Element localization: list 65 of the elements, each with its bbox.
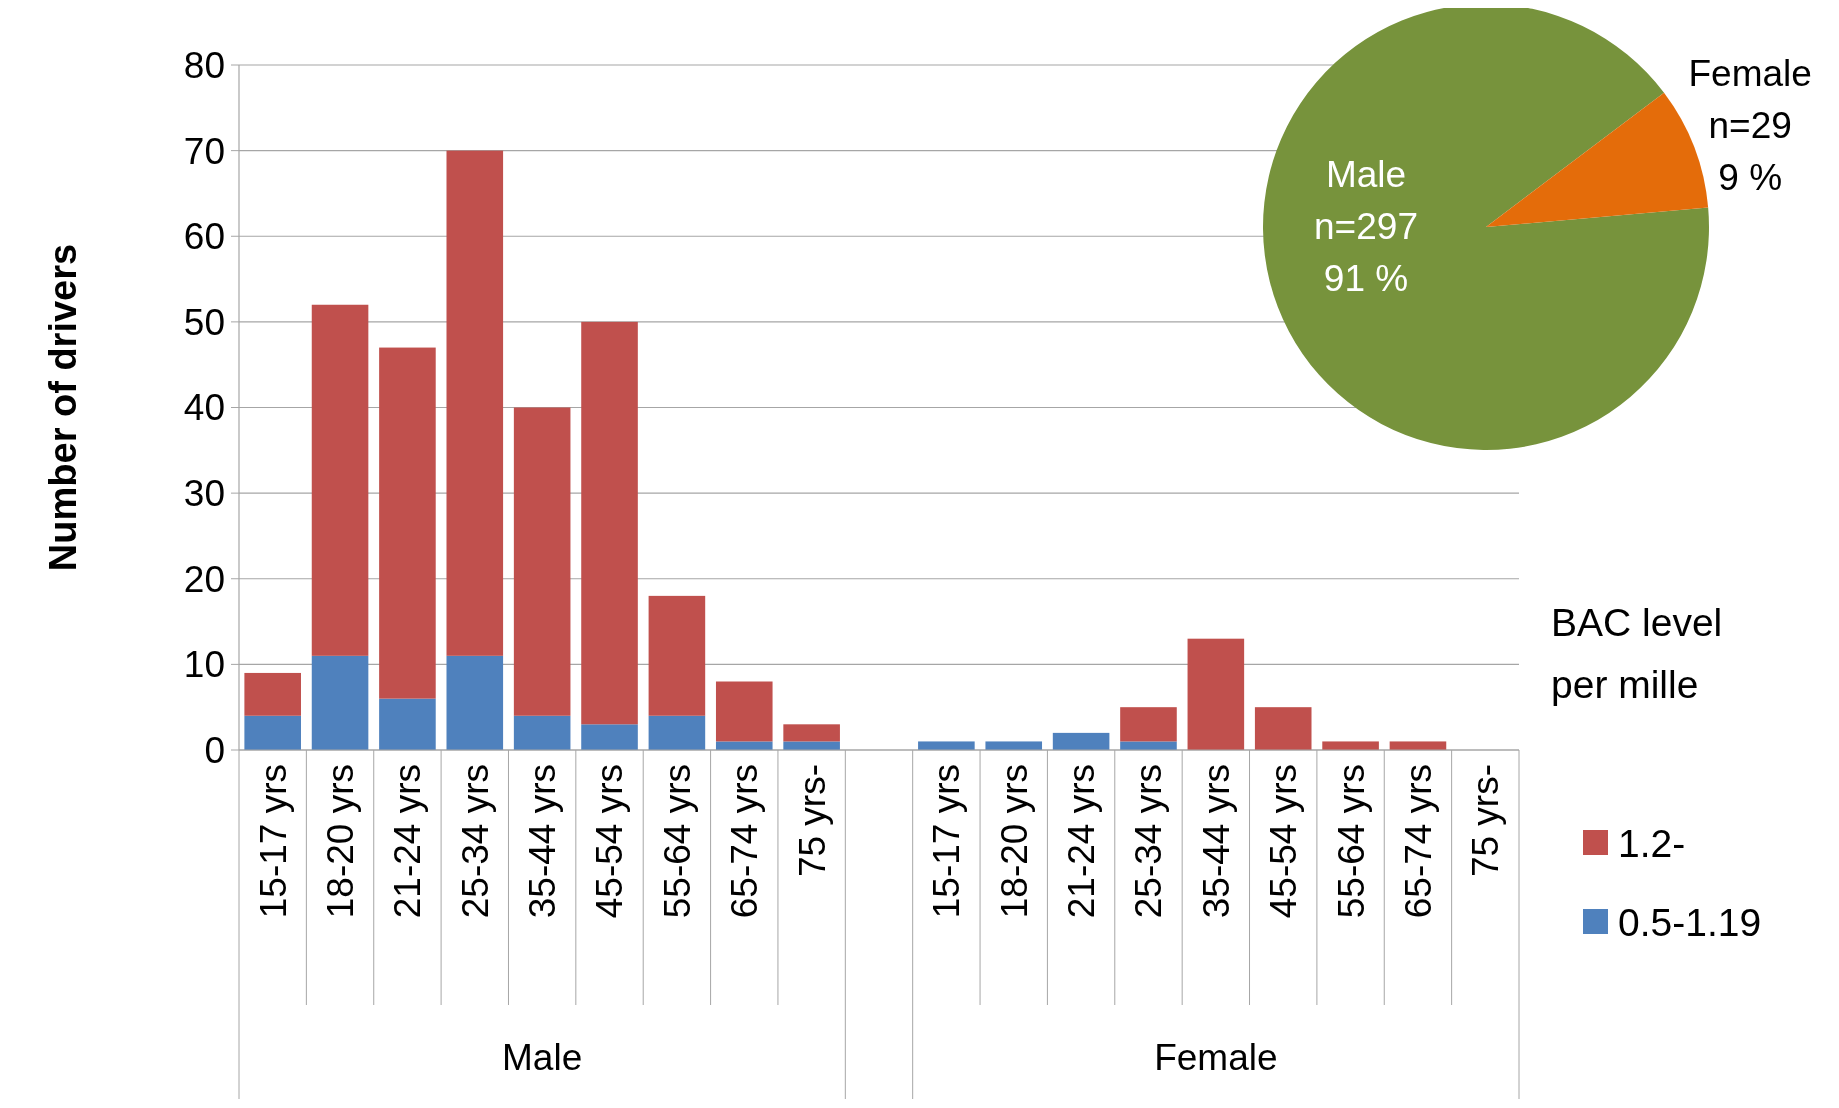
bar: [581, 321, 638, 725]
bar: [244, 715, 301, 750]
bar: [1120, 741, 1177, 750]
bar: [311, 655, 369, 750]
y-tick-label: 80: [183, 44, 225, 86]
bar: [513, 715, 571, 750]
x-tick-label: 55-64 yrs: [656, 764, 698, 919]
x-tick-label: 65-74 yrs: [724, 764, 766, 919]
y-tick-label: 10: [183, 644, 225, 686]
bar: [783, 724, 840, 742]
x-tick-label: 15-17 yrs: [252, 764, 294, 919]
bar: [581, 724, 638, 750]
y-tick-label: 20: [183, 558, 225, 600]
x-tick-label: 65-74 yrs: [1397, 764, 1439, 919]
x-tick-label: 15-17 yrs: [926, 764, 968, 919]
x-tick-label: 75 yrs-: [1465, 764, 1507, 878]
y-tick-label: 70: [183, 130, 225, 172]
x-tick-label: 75 yrs-: [791, 764, 833, 878]
bar: [513, 407, 571, 716]
bar: [918, 741, 975, 750]
y-tick-label: 60: [183, 216, 225, 258]
data-label: n=29 9 %: [1708, 104, 1792, 198]
x-tick-label: 55-64 yrs: [1330, 764, 1372, 919]
bar: [648, 595, 706, 716]
text: Male: [502, 1037, 583, 1078]
y-tick-label: 0: [204, 729, 225, 771]
bar: [1120, 707, 1177, 742]
bar: [715, 741, 773, 750]
bar: [311, 304, 369, 656]
data-label: n=297 91 %: [1314, 206, 1418, 299]
legend-label: 0.5-1.19: [1618, 900, 1762, 944]
x-tick-label: 18-20 yrs: [320, 764, 361, 919]
bar: [1052, 732, 1110, 750]
x-tick-label: 18-20 yrs: [993, 764, 1035, 919]
x-tick-label: 45-54 yrs: [1263, 764, 1305, 919]
bar: [379, 347, 436, 699]
y-tick-label: 50: [183, 301, 225, 343]
x-tick-label: 21-24 yrs: [387, 764, 429, 919]
bar: [715, 681, 773, 742]
y-axis-title: Number of drivers: [42, 243, 84, 572]
bar: [446, 150, 504, 656]
legend-title: BAC level per mille: [1551, 601, 1723, 706]
bar: [1187, 638, 1245, 750]
x-tick-label: 25-34 yrs: [454, 764, 496, 919]
slice-label: Male: [1325, 154, 1407, 195]
pie-slice: [1486, 92, 1709, 227]
x-tick-label: 35-44 yrs: [522, 764, 564, 919]
x-tick-label: 45-54 yrs: [589, 764, 631, 919]
y-tick-label: 30: [183, 473, 225, 515]
bar: [244, 672, 301, 716]
bar: [1254, 707, 1312, 750]
y-tick-label: 40: [183, 387, 225, 429]
bar: [985, 741, 1043, 750]
x-tick-label: 21-24 yrs: [1061, 764, 1103, 919]
bar: [783, 741, 840, 750]
text: Female: [1154, 1037, 1278, 1078]
slice-label: Female: [1688, 52, 1812, 94]
x-tick-label: 35-44 yrs: [1195, 764, 1237, 919]
bar: [648, 715, 706, 750]
x-tick-label: 25-34 yrs: [1128, 764, 1170, 919]
bar: [1389, 741, 1447, 750]
bar: [1322, 741, 1379, 750]
legend-label: 1.2-: [1618, 821, 1686, 865]
bar: [446, 655, 504, 750]
bar: [379, 698, 436, 750]
